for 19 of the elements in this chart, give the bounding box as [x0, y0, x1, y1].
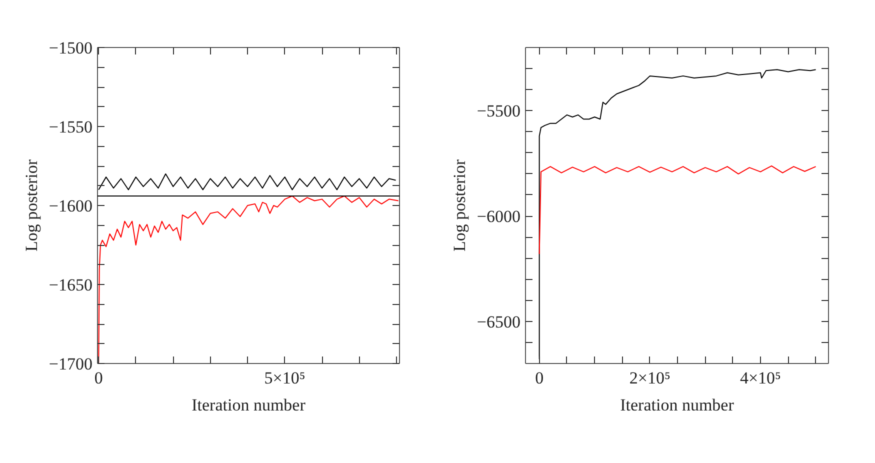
- x-tick-label: 2×10⁵: [629, 368, 670, 388]
- x-tick-label: 0: [94, 368, 103, 388]
- y-tick-label: −1700: [48, 354, 93, 374]
- y-tick-label: −5500: [476, 102, 521, 121]
- line-series: [538, 165, 816, 254]
- y-tick-label: −1500: [48, 38, 93, 58]
- line-series: [98, 173, 396, 190]
- y-axis-title: Log posterior: [22, 159, 41, 252]
- y-tick-label: −6500: [476, 312, 521, 332]
- y-axis-title: Log posterior: [450, 159, 469, 252]
- x-tick-label: 5×10⁵: [264, 368, 306, 388]
- x-axis-title: Iteration number: [620, 396, 734, 414]
- x-axis-title: Iteration number: [192, 396, 306, 414]
- y-tick-label: −6000: [476, 207, 521, 226]
- y-tick-label: −1600: [48, 196, 93, 216]
- y-tick-label: −1550: [48, 118, 93, 136]
- y-tick-label: −1650: [48, 276, 93, 294]
- x-tick-label: 0: [535, 368, 544, 388]
- x-tick-label: 4×10⁵: [740, 368, 782, 388]
